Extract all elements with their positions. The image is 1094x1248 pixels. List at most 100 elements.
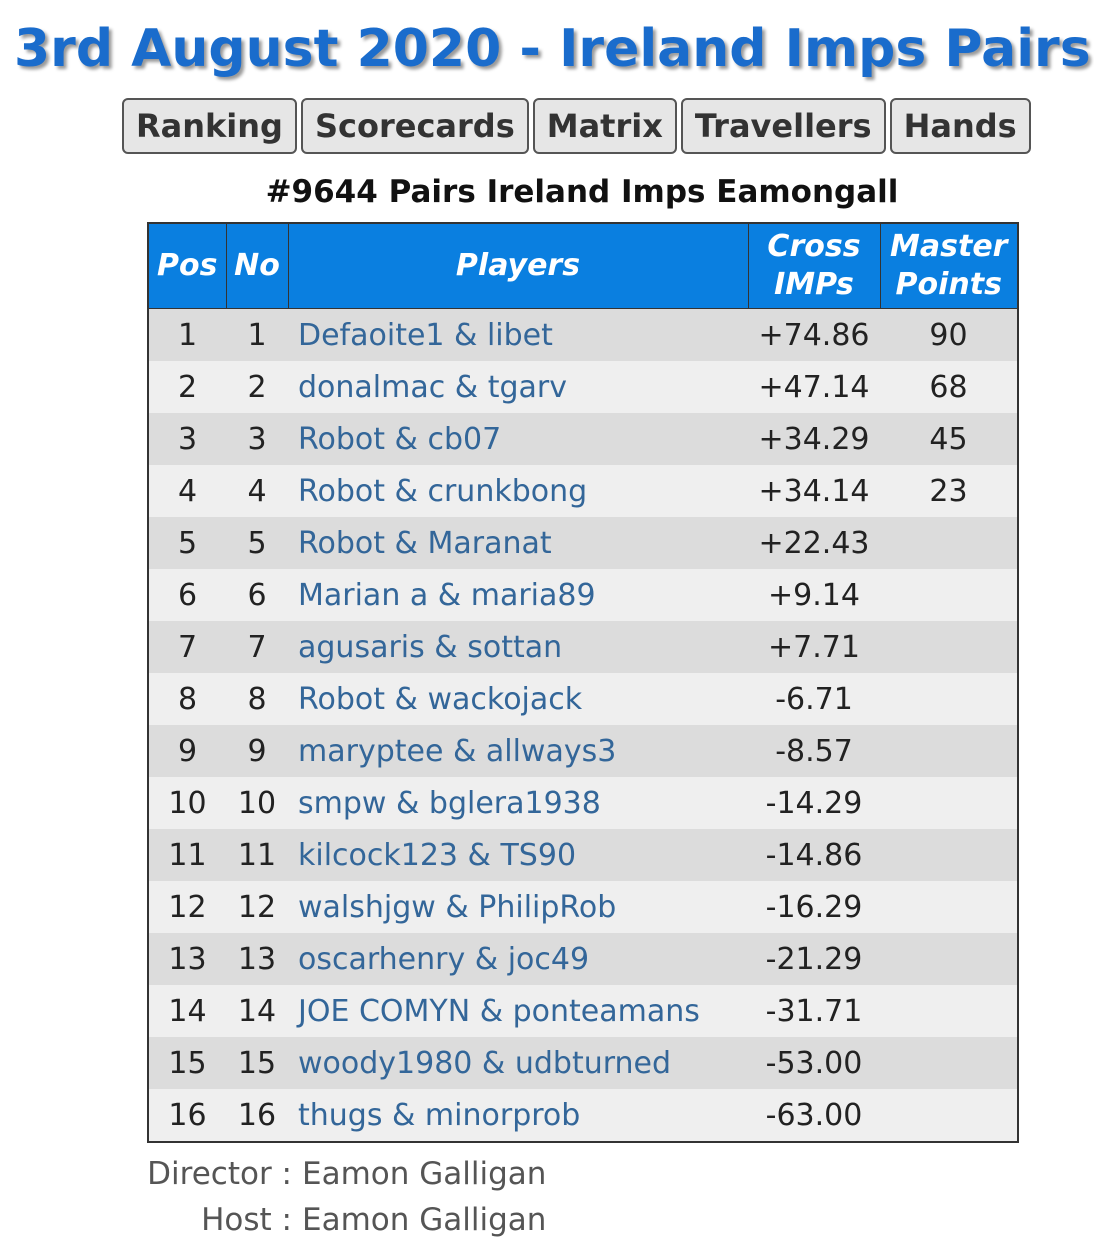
table-cell: +74.86: [748, 308, 880, 361]
table-cell: -53.00: [748, 1037, 880, 1089]
player-link[interactable]: donalmac & tgarv: [288, 361, 748, 413]
table-cell: 8: [226, 673, 288, 725]
table-cell: 5: [148, 517, 226, 569]
table-row: 14 14 JOE COMYN & ponteamans -31.71: [148, 985, 1018, 1037]
footer-line: Director : Eamon Galligan: [124, 1156, 546, 1202]
table-cell: 2: [226, 361, 288, 413]
table-cell: 4: [226, 465, 288, 517]
player-link[interactable]: Marian a & maria89: [288, 569, 748, 621]
table-row: 1 1 Defaoite1 & libet +74.86 90: [148, 308, 1018, 361]
table-cell: 16: [226, 1089, 288, 1142]
table-cell: 3: [226, 413, 288, 465]
table-cell: +34.14: [748, 465, 880, 517]
table-cell: 11: [148, 829, 226, 881]
player-link[interactable]: Robot & crunkbong: [288, 465, 748, 517]
table-cell: [880, 569, 1018, 621]
table-cell: [880, 725, 1018, 777]
table-row: 5 5 Robot & Maranat +22.43: [148, 517, 1018, 569]
table-cell: 13: [226, 933, 288, 985]
table-cell: 2: [148, 361, 226, 413]
table-cell: 6: [148, 569, 226, 621]
table-cell: 15: [226, 1037, 288, 1089]
table-cell: 68: [880, 361, 1018, 413]
table-row: 16 16 thugs & minorprob -63.00: [148, 1089, 1018, 1142]
table-cell: 8: [148, 673, 226, 725]
table-cell: +22.43: [748, 517, 880, 569]
player-link[interactable]: thugs & minorprob: [288, 1089, 748, 1142]
table-cell: [880, 621, 1018, 673]
table-cell: [880, 881, 1018, 933]
column-header: Cross IMPs: [747, 222, 881, 309]
table-cell: [880, 1037, 1018, 1089]
table-cell: -8.57: [748, 725, 880, 777]
table-cell: 90: [880, 308, 1018, 361]
table-cell: 9: [226, 725, 288, 777]
column-header: Players: [287, 222, 749, 309]
table-cell: 9: [148, 725, 226, 777]
table-row: 13 13 oscarhenry & joc49 -21.29: [148, 933, 1018, 985]
player-link[interactable]: Defaoite1 & libet: [288, 308, 748, 361]
column-header: No: [225, 222, 289, 309]
table-cell: 5: [226, 517, 288, 569]
nav-button[interactable]: Travellers: [680, 98, 886, 154]
footer-label: Director :: [147, 1156, 292, 1192]
table-cell: [880, 777, 1018, 829]
table-cell: [880, 673, 1018, 725]
player-link[interactable]: Robot & cb07: [288, 413, 748, 465]
table-cell: 45: [880, 413, 1018, 465]
footer: Director : Eamon Galligan Host : Eamon Gall…: [124, 1156, 546, 1248]
player-link[interactable]: woody1980 & udbturned: [288, 1037, 748, 1089]
ranking-table: Pos No Players Cross IMPs Master Points 1 1 De…: [147, 222, 1019, 1143]
table-row: 4 4 Robot & crunkbong +34.14 23: [148, 465, 1018, 517]
header-row: Pos No Players Cross IMPs Master Points: [147, 222, 1019, 309]
table-cell: -6.71: [748, 673, 880, 725]
table-cell: 16: [148, 1089, 226, 1142]
table-cell: +34.29: [748, 413, 880, 465]
page-title: 3rd August 2020 - Ireland Imps Pairs: [14, 19, 1091, 79]
nav-button[interactable]: Ranking: [122, 98, 297, 154]
table-cell: 11: [226, 829, 288, 881]
table-cell: 23: [880, 465, 1018, 517]
nav-button[interactable]: Hands: [889, 98, 1031, 154]
player-link[interactable]: walshjgw & PhilipRob: [288, 881, 748, 933]
nav-bar: Ranking Scorecards Matrix Travellers Hands: [122, 98, 1031, 154]
column-header: Master Points: [879, 222, 1019, 309]
player-link[interactable]: JOE COMYN & ponteamans: [288, 985, 748, 1037]
table-cell: 12: [226, 881, 288, 933]
table-cell: 10: [148, 777, 226, 829]
table-row: 10 10 smpw & bglera1938 -14.29: [148, 777, 1018, 829]
footer-label: Host :: [201, 1202, 292, 1238]
table-cell: 12: [148, 881, 226, 933]
table-cell: [880, 933, 1018, 985]
table-cell: [880, 985, 1018, 1037]
player-link[interactable]: oscarhenry & joc49: [288, 933, 748, 985]
nav-button[interactable]: Matrix: [532, 98, 677, 154]
player-link[interactable]: agusaris & sottan: [288, 621, 748, 673]
table-cell: +9.14: [748, 569, 880, 621]
table-cell: 4: [148, 465, 226, 517]
player-link[interactable]: kilcock123 & TS90: [288, 829, 748, 881]
table-cell: [880, 829, 1018, 881]
player-link[interactable]: smpw & bglera1938: [288, 777, 748, 829]
table-cell: 7: [148, 621, 226, 673]
table-caption: #9644 Pairs Ireland Imps Eamongall: [265, 174, 899, 210]
table-cell: -21.29: [748, 933, 880, 985]
table-row: 2 2 donalmac & tgarv +47.14 68: [148, 361, 1018, 413]
player-link[interactable]: Robot & wackojack: [288, 673, 748, 725]
player-link[interactable]: maryptee & allways3: [288, 725, 748, 777]
table-cell: 3: [148, 413, 226, 465]
player-link[interactable]: Robot & Maranat: [288, 517, 748, 569]
table-row: 15 15 woody1980 & udbturned -53.00: [148, 1037, 1018, 1089]
table-row: 11 11 kilcock123 & TS90 -14.86: [148, 829, 1018, 881]
table-cell: 14: [148, 985, 226, 1037]
table-cell: 1: [226, 308, 288, 361]
table-cell: 10: [226, 777, 288, 829]
table-cell: 14: [226, 985, 288, 1037]
table-cell: -63.00: [748, 1089, 880, 1142]
table-cell: -16.29: [748, 881, 880, 933]
nav-button[interactable]: Scorecards: [300, 98, 529, 154]
table-cell: [880, 517, 1018, 569]
table-row: 8 8 Robot & wackojack -6.71: [148, 673, 1018, 725]
table-row: 3 3 Robot & cb07 +34.29 45: [148, 413, 1018, 465]
